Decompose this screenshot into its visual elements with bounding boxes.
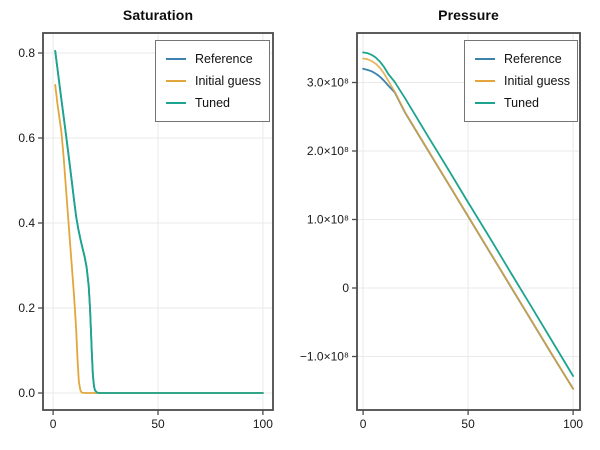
y-tick-label: 0 <box>342 281 349 295</box>
tuned-line-swatch-icon <box>475 102 495 104</box>
x-tick-label: 100 <box>563 417 583 431</box>
y-tick-label: 0.0 <box>18 386 35 400</box>
initial-guess-line-swatch-icon <box>475 80 495 82</box>
y-tick-label: 3.0×10⁸ <box>307 76 349 90</box>
series-line-tuned <box>362 51 574 377</box>
x-tick-label: 100 <box>253 417 273 431</box>
pressure-legend: Reference Initial guess Tuned <box>464 40 578 122</box>
x-tick-label: 50 <box>461 417 475 431</box>
series-line-tuned <box>54 50 264 394</box>
legend-label: Initial guess <box>195 74 262 88</box>
x-tick-label: 0 <box>360 417 367 431</box>
y-tick-label: 0.8 <box>18 46 35 60</box>
legend-entry-reference: Reference <box>475 48 567 70</box>
series-line-initial-guess <box>362 57 574 390</box>
pressure-plot-title: Pressure <box>438 7 499 23</box>
reference-line-swatch-icon <box>166 58 186 60</box>
legend-label: Tuned <box>195 96 230 110</box>
legend-label: Reference <box>195 52 253 66</box>
legend-entry-initial-guess: Initial guess <box>166 70 262 92</box>
reference-line-swatch-icon <box>475 58 495 60</box>
x-tick-label: 50 <box>151 417 165 431</box>
tuned-line-swatch-icon <box>166 102 186 104</box>
legend-entry-reference: Reference <box>166 48 259 70</box>
y-tick-label: 0.6 <box>18 131 35 145</box>
legend-label: Reference <box>504 52 562 66</box>
y-tick-label: −1.0×10⁸ <box>300 350 349 364</box>
saturation-plot-title: Saturation <box>122 7 194 23</box>
x-tick-label: 0 <box>50 417 57 431</box>
legend-entry-tuned: Tuned <box>475 92 567 114</box>
y-tick-label: 1.0×10⁸ <box>307 213 349 227</box>
legend-entry-tuned: Tuned <box>166 92 259 114</box>
y-tick-label: 0.2 <box>18 301 35 315</box>
saturation-legend: Reference Initial guess Tuned <box>155 40 270 122</box>
initial-guess-line-swatch-icon <box>166 80 186 82</box>
series-line-initial-guess <box>54 84 264 394</box>
plot-area-0: 0 50 100 0.8 0.6 0.4 0.2 0.0 <box>18 32 274 431</box>
y-tick-label: 2.0×10⁸ <box>307 144 349 158</box>
legend-label: Initial guess <box>504 74 571 88</box>
legend-label: Tuned <box>504 96 539 110</box>
y-tick-label: 0.4 <box>18 216 35 230</box>
legend-entry-initial-guess: Initial guess <box>475 70 571 92</box>
